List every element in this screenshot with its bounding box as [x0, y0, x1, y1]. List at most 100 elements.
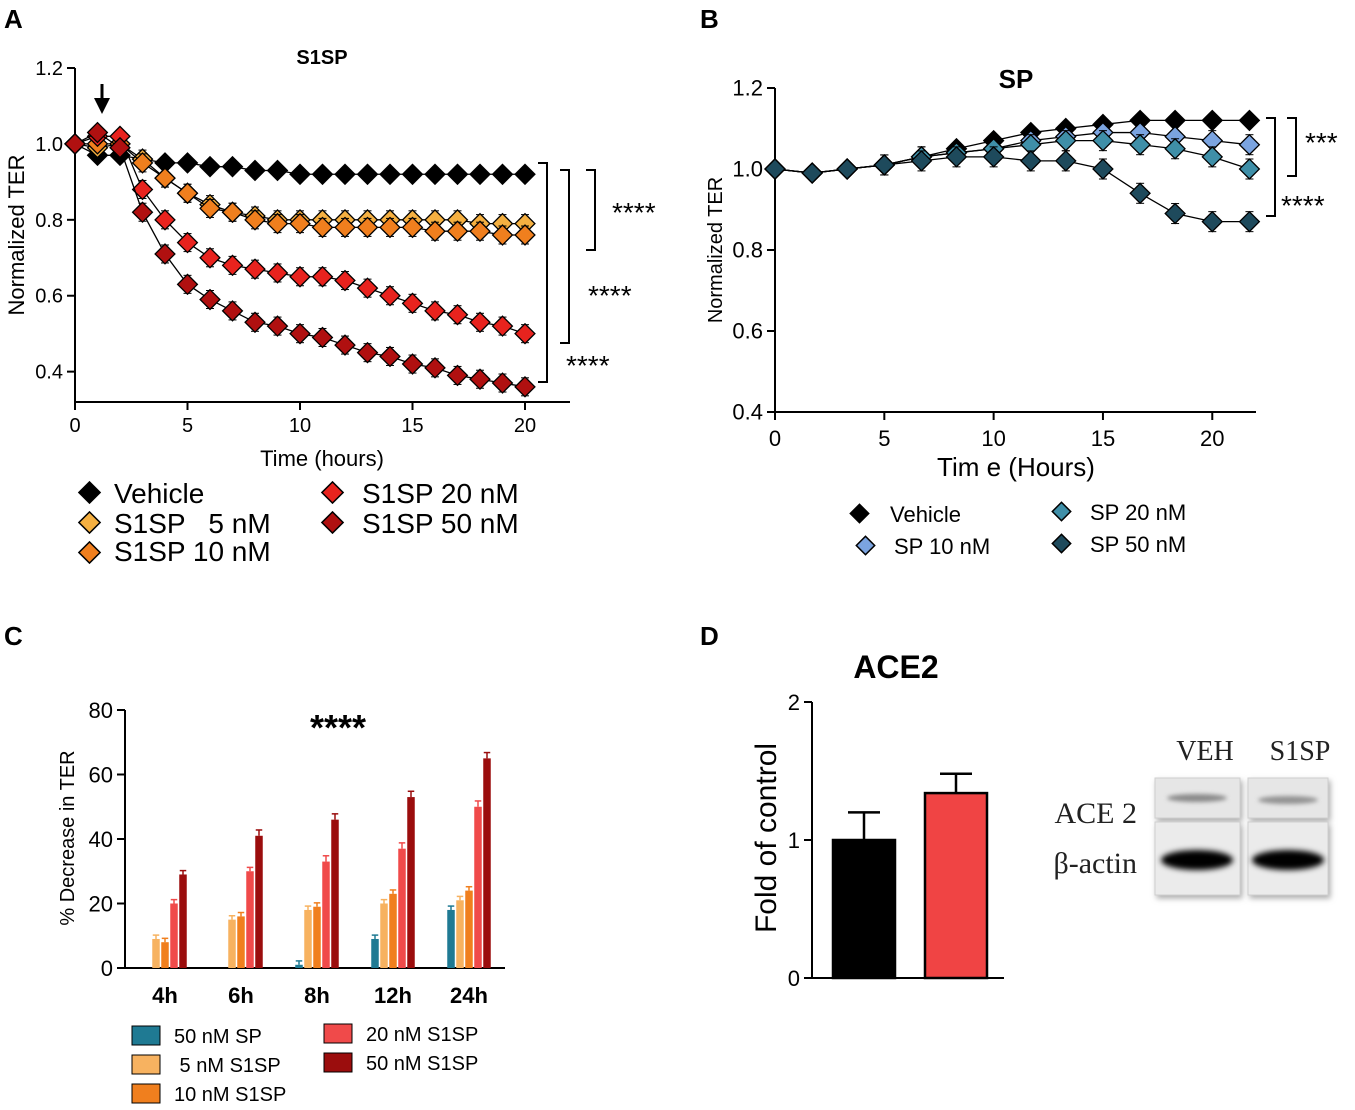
panel-b-series: [764, 109, 1261, 233]
data-point: [311, 265, 334, 288]
y-tick-label: 0.4: [732, 400, 763, 425]
panel-d-bars: [831, 772, 989, 980]
legend-item-sp-10nm: SP 10 nM: [855, 534, 990, 559]
legend-item-sp-20nm: SP 20 nM: [1051, 500, 1186, 525]
data-point: [424, 208, 446, 231]
data-point: [469, 311, 491, 334]
panel-a-title: S1SP: [296, 47, 347, 69]
panel-a-significance-brackets: [538, 162, 596, 383]
data-point: [469, 220, 491, 243]
data-point: [424, 220, 446, 243]
panel-a-treatment-arrow: [94, 84, 110, 114]
data-point: [491, 372, 514, 394]
panel-b-title: SP: [999, 64, 1034, 94]
data-point: [446, 208, 469, 231]
data-point: [836, 158, 858, 180]
panel-b-significance-brackets: [1266, 117, 1297, 217]
panel-b-legend: Vehicle SP 10 nM SP 20 nM SP 50 nM: [849, 500, 1186, 559]
data-point: [131, 178, 154, 201]
data-point: [334, 163, 356, 186]
data-point: [356, 216, 379, 239]
bar: [255, 835, 263, 968]
bar-20-nm-s1sp-24h: [474, 800, 482, 968]
data-point: [910, 150, 933, 172]
blot-lane-label-s1sp: S1SP: [1270, 736, 1331, 767]
panel-a-sig-2: ****: [588, 280, 632, 311]
panel-b-xlabel: Tim e (Hours): [937, 452, 1095, 482]
data-point: [379, 345, 401, 368]
bar: [398, 848, 406, 968]
data-point: [109, 125, 131, 148]
bar-20-nm-s1sp-12h: [398, 842, 406, 968]
bar: [831, 838, 897, 980]
data-point: [801, 162, 823, 184]
data-point: [1201, 129, 1224, 152]
y-tick-label: 0: [101, 956, 113, 981]
data-point: [244, 208, 266, 231]
panel-a-legend: Vehicle S1SP 5 nM S1SP 10 nM S1SP 20 nM …: [77, 478, 519, 567]
data-point: [244, 258, 266, 280]
x-tick-label: 5: [182, 415, 193, 437]
y-tick-label: 0.6: [35, 286, 63, 308]
legend-item-5nm-s1sp: 5 nM S1SP: [131, 1054, 281, 1077]
data-point: [176, 152, 199, 174]
data-point: [1054, 150, 1077, 172]
data-point: [311, 163, 334, 186]
data-point: [289, 322, 311, 345]
panel-b-ylabel: Normalized TER: [705, 177, 727, 323]
bar-50-nm-s1sp-24h: [483, 751, 491, 968]
bar-s1sp: [923, 772, 989, 980]
data-point: [1238, 109, 1261, 132]
svg-text:Vehicle: Vehicle: [114, 478, 204, 509]
data-point: [334, 334, 356, 356]
data-point: [1129, 109, 1151, 132]
series-s1sp-50-nm: [64, 121, 536, 398]
data-point: [1164, 202, 1186, 225]
bar: [161, 942, 169, 968]
bar-20-nm-s1sp-8h: [322, 855, 330, 968]
blot-lane-label-veh: VEH: [1176, 736, 1234, 767]
blot-lane-s1sp: [1247, 777, 1329, 896]
panel-a-xlabel: Time (hours): [260, 446, 384, 471]
y-tick-label: 20: [89, 892, 113, 917]
data-point: [491, 212, 514, 235]
legend-item-vehicle: Vehicle: [849, 502, 961, 527]
bar-50-nm-s1sp-12h: [407, 790, 415, 968]
svg-text:5 nM S1SP: 5 nM S1SP: [174, 1055, 281, 1077]
data-point: [131, 152, 154, 174]
bar-50-nm-s1sp-8h: [331, 813, 339, 968]
data-point: [401, 292, 424, 315]
x-tick-label: 4h: [152, 983, 178, 1008]
data-point: [1019, 150, 1042, 172]
data-point: [356, 341, 379, 364]
panel-a-letter: A: [4, 4, 23, 34]
legend-item-10nm-s1sp: 10 nM S1SP: [131, 1083, 286, 1106]
y-tick-label: 0.8: [35, 210, 63, 232]
data-point: [1129, 182, 1151, 205]
data-point: [221, 155, 244, 178]
data-point: [1238, 133, 1261, 156]
svg-text:SP 10 nM: SP 10 nM: [894, 534, 990, 559]
data-point: [1092, 158, 1114, 180]
data-point: [764, 158, 786, 180]
y-tick-label: 0: [788, 966, 800, 991]
svg-text:S1SP 10 nM: S1SP 10 nM: [114, 536, 271, 567]
svg-text:SP 50 nM: SP 50 nM: [1090, 532, 1186, 557]
data-point: [334, 216, 356, 239]
panel-b-sig-2: ****: [1281, 190, 1325, 221]
western-blot: VEH S1SP ACE 2 β-actin: [1053, 736, 1331, 896]
data-point: [221, 300, 244, 322]
bar-50-nm-s1sp-6h: [255, 829, 263, 968]
y-tick-label: 80: [89, 698, 113, 723]
svg-text:SP 20 nM: SP 20 nM: [1090, 500, 1186, 525]
bar: [447, 909, 455, 968]
bar: [179, 874, 187, 968]
blot-row-label-beta-actin: β-actin: [1053, 847, 1137, 880]
data-point: [982, 146, 1005, 168]
y-tick-label: 0.8: [732, 238, 763, 263]
bar: [456, 900, 464, 968]
y-tick-label: 1: [788, 828, 800, 853]
y-tick-label: 40: [89, 827, 113, 852]
y-tick-label: 0.4: [35, 362, 63, 384]
